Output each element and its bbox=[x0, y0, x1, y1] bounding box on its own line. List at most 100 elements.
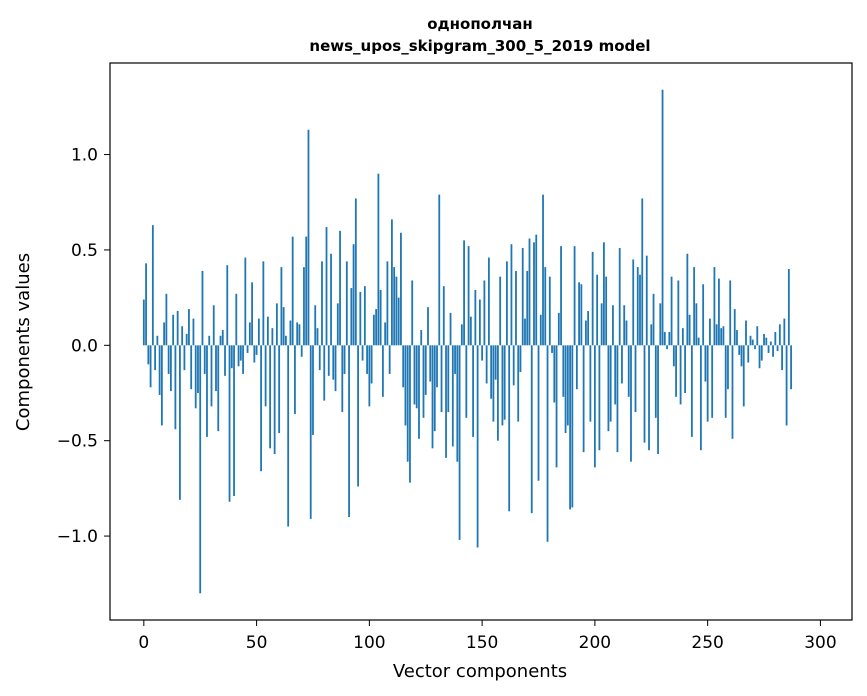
bar bbox=[149, 345, 152, 388]
bar bbox=[345, 261, 348, 346]
x-tick-label: 250 bbox=[691, 633, 723, 653]
bar bbox=[255, 345, 258, 355]
bar bbox=[569, 345, 571, 510]
bar bbox=[413, 345, 416, 405]
bar bbox=[508, 345, 511, 512]
bar bbox=[458, 345, 461, 540]
bar bbox=[402, 345, 405, 388]
bar bbox=[713, 267, 716, 346]
bar bbox=[506, 261, 508, 346]
bar bbox=[381, 345, 384, 397]
bar bbox=[391, 219, 393, 346]
bar bbox=[305, 236, 308, 346]
bar bbox=[582, 345, 585, 453]
bar bbox=[632, 259, 635, 346]
bar bbox=[668, 331, 671, 346]
x-tick-label: 100 bbox=[353, 633, 385, 653]
bar bbox=[350, 288, 353, 346]
bar bbox=[769, 341, 772, 346]
bar bbox=[535, 234, 538, 346]
y-tick-label: 0.5 bbox=[71, 241, 98, 261]
x-tick-label: 0 bbox=[138, 633, 149, 653]
bar bbox=[397, 297, 400, 346]
bar bbox=[433, 345, 436, 432]
bar bbox=[636, 267, 639, 346]
bar bbox=[239, 345, 242, 361]
bar bbox=[327, 345, 330, 376]
bar bbox=[163, 322, 166, 346]
bar bbox=[145, 263, 147, 346]
bar bbox=[325, 227, 328, 346]
bar bbox=[314, 305, 317, 346]
bar bbox=[404, 345, 407, 426]
bar bbox=[600, 303, 603, 346]
bar bbox=[436, 345, 438, 388]
bar bbox=[363, 286, 366, 346]
bar bbox=[235, 293, 238, 346]
bar bbox=[321, 261, 323, 346]
bar bbox=[309, 345, 312, 519]
bar bbox=[179, 345, 181, 500]
bar bbox=[596, 274, 599, 346]
y-tick-label: −1.0 bbox=[57, 527, 98, 547]
bar bbox=[555, 345, 558, 468]
bar bbox=[203, 345, 206, 374]
bar bbox=[312, 345, 314, 435]
bar bbox=[158, 345, 161, 395]
bar bbox=[542, 194, 544, 346]
bar bbox=[469, 316, 472, 346]
bar bbox=[474, 290, 477, 346]
bar bbox=[246, 345, 249, 353]
bar bbox=[641, 198, 644, 346]
bar bbox=[379, 290, 382, 346]
bar bbox=[693, 267, 696, 346]
bar bbox=[420, 330, 423, 346]
bar bbox=[427, 307, 429, 346]
bar bbox=[212, 305, 215, 346]
chart-subtitle: news_upos_skipgram_300_5_2019 model bbox=[309, 37, 650, 55]
bar bbox=[645, 255, 648, 346]
y-tick-label: 1.0 bbox=[71, 146, 98, 166]
bar bbox=[607, 345, 610, 432]
bar bbox=[224, 345, 226, 376]
bar bbox=[718, 278, 720, 346]
bar bbox=[142, 299, 145, 346]
bar bbox=[330, 253, 332, 346]
bar bbox=[605, 276, 608, 346]
bar bbox=[208, 335, 211, 346]
bar bbox=[533, 242, 535, 346]
bar bbox=[623, 305, 626, 346]
bar bbox=[303, 267, 305, 346]
bar bbox=[758, 345, 761, 369]
bar bbox=[271, 328, 274, 346]
bar bbox=[580, 284, 583, 346]
bar bbox=[751, 339, 754, 346]
bar bbox=[494, 345, 497, 380]
bar bbox=[442, 286, 445, 346]
bar bbox=[463, 240, 465, 346]
bar bbox=[699, 345, 702, 451]
bar bbox=[481, 345, 484, 361]
bar bbox=[262, 261, 265, 346]
bar bbox=[478, 299, 481, 346]
bar bbox=[589, 345, 592, 422]
bar bbox=[147, 345, 150, 365]
bar bbox=[269, 345, 272, 449]
bar bbox=[375, 309, 378, 346]
bar bbox=[257, 318, 260, 346]
bar bbox=[445, 345, 447, 458]
bar bbox=[724, 345, 727, 418]
bar bbox=[289, 320, 292, 346]
bar bbox=[767, 345, 770, 353]
bar bbox=[557, 312, 560, 346]
bar bbox=[501, 345, 504, 426]
bar bbox=[341, 345, 344, 413]
bar bbox=[745, 320, 747, 346]
bar bbox=[260, 345, 262, 472]
bar bbox=[742, 345, 745, 407]
bar bbox=[546, 345, 549, 542]
x-tick-label: 150 bbox=[466, 633, 498, 653]
bar bbox=[395, 276, 398, 346]
bar bbox=[438, 194, 441, 346]
bar bbox=[625, 320, 628, 346]
